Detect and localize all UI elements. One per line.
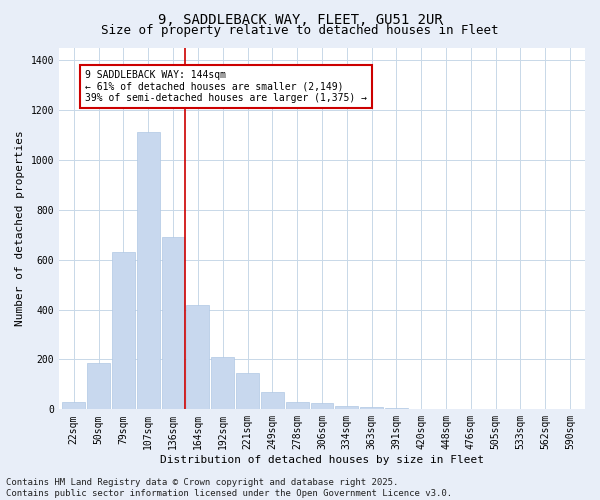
Bar: [137, 132, 160, 409]
Bar: [211, 357, 234, 410]
Bar: [261, 392, 284, 409]
X-axis label: Distribution of detached houses by size in Fleet: Distribution of detached houses by size …: [160, 455, 484, 465]
Bar: [360, 407, 383, 410]
Text: 9, SADDLEBACK WAY, FLEET, GU51 2UR: 9, SADDLEBACK WAY, FLEET, GU51 2UR: [158, 12, 442, 26]
Text: Contains HM Land Registry data © Crown copyright and database right 2025.
Contai: Contains HM Land Registry data © Crown c…: [6, 478, 452, 498]
Bar: [335, 406, 358, 409]
Bar: [161, 237, 184, 410]
Text: Size of property relative to detached houses in Fleet: Size of property relative to detached ho…: [101, 24, 499, 37]
Bar: [236, 373, 259, 410]
Bar: [385, 408, 408, 410]
Text: 9 SADDLEBACK WAY: 144sqm
← 61% of detached houses are smaller (2,149)
39% of sem: 9 SADDLEBACK WAY: 144sqm ← 61% of detach…: [85, 70, 367, 103]
Bar: [311, 403, 334, 409]
Bar: [112, 252, 135, 410]
Y-axis label: Number of detached properties: Number of detached properties: [15, 130, 25, 326]
Bar: [87, 363, 110, 410]
Bar: [187, 304, 209, 410]
Bar: [62, 402, 85, 409]
Bar: [286, 402, 308, 409]
